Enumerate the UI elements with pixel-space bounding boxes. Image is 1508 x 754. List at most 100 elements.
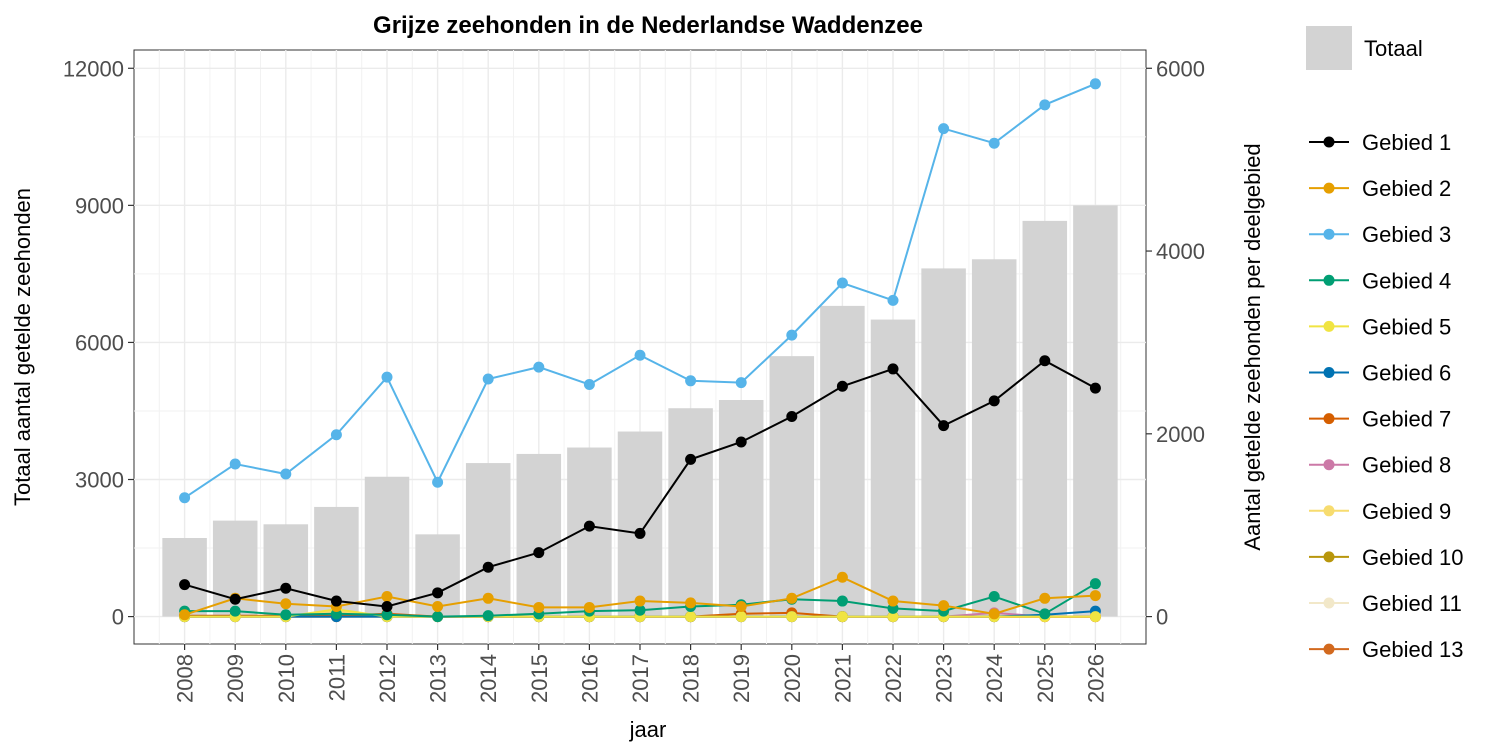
data-point: [179, 609, 191, 621]
bar-totaal-2026: [1073, 205, 1118, 617]
y-left-tick-label: 3000: [75, 468, 124, 493]
data-point: [836, 380, 848, 392]
data-point: [887, 611, 899, 623]
legend-item-gebied-7: Gebied 7: [1309, 407, 1451, 432]
legend-point: [1323, 320, 1335, 332]
x-tick-label: 2016: [577, 654, 602, 703]
data-point: [786, 410, 798, 422]
series-gebied-1: [179, 355, 1101, 613]
y-right-tick-label: 4000: [1156, 239, 1205, 264]
x-tick-label: 2008: [173, 654, 198, 703]
data-point: [533, 601, 545, 613]
data-point: [229, 593, 241, 605]
y-left-tick-label: 9000: [75, 193, 124, 218]
bar-totaal-2023: [921, 268, 966, 617]
y-right-tick-label: 6000: [1156, 56, 1205, 81]
legend-point: [1323, 228, 1335, 240]
x-tick-label: 2017: [628, 654, 653, 703]
data-point: [836, 571, 848, 583]
data-point: [685, 611, 697, 623]
bar-totaal-2024: [971, 259, 1017, 617]
data-point: [887, 294, 899, 306]
legend-point: [1323, 413, 1335, 425]
data-point: [634, 595, 646, 607]
legend-point: [1323, 505, 1335, 517]
y-axis-right-title: Aantal getelde zeehonden per deelgebied: [1240, 143, 1265, 550]
chart-title: Grijze zeehonden in de Nederlandse Wadde…: [373, 12, 923, 39]
x-tick-label: 2023: [932, 654, 957, 703]
legend-label: Gebied 8: [1362, 453, 1451, 478]
data-point: [381, 601, 393, 613]
data-point: [988, 395, 1000, 407]
bar-totaal-2025: [1022, 220, 1068, 617]
data-point: [685, 375, 697, 387]
data-point: [735, 436, 747, 448]
legend-label: Gebied 3: [1362, 222, 1451, 247]
data-point: [685, 453, 697, 465]
legend-label: Gebied 13: [1362, 637, 1464, 662]
bar-totaal-2020: [769, 356, 815, 617]
legend-item-gebied-6: Gebied 6: [1309, 361, 1451, 386]
data-point: [583, 601, 595, 613]
x-tick-label: 2024: [982, 654, 1007, 703]
y-axis-left-title: Totaal aantal getelde zeehonden: [10, 188, 35, 506]
bar-totaal-2016: [567, 447, 612, 617]
legend-item-gebied-1: Gebied 1: [1309, 130, 1451, 155]
data-point: [988, 590, 1000, 602]
legend-label: Gebied 6: [1362, 361, 1451, 386]
legend-item-gebied-4: Gebied 4: [1309, 268, 1451, 293]
bar-totaal-2019: [718, 400, 764, 617]
data-point: [786, 329, 798, 341]
data-point: [634, 604, 646, 616]
data-point: [685, 597, 697, 609]
data-point: [988, 608, 1000, 620]
x-tick-label: 2012: [375, 654, 400, 703]
legend-item-gebied-2: Gebied 2: [1309, 176, 1451, 201]
data-point: [533, 361, 545, 373]
data-point: [432, 611, 444, 623]
legend-point: [1323, 367, 1335, 378]
x-tick-label: 2022: [881, 654, 906, 703]
legend-item-gebied-11: Gebied 11: [1309, 591, 1462, 616]
data-point: [735, 611, 747, 623]
data-point: [280, 609, 292, 621]
data-point: [280, 468, 292, 480]
bar-totaal-2018: [668, 408, 713, 617]
x-tick-label: 2025: [1033, 654, 1058, 703]
data-point: [836, 595, 848, 607]
legend-point: [1323, 643, 1335, 655]
data-point: [634, 527, 646, 539]
data-point: [381, 609, 393, 621]
data-point: [280, 582, 292, 594]
legend-point: [1323, 597, 1335, 609]
legend-item-gebied-5: Gebied 5: [1309, 314, 1451, 339]
legend-item-gebied-10: Gebied 10: [1309, 545, 1464, 570]
data-point: [735, 377, 747, 389]
data-point: [432, 476, 444, 488]
legend-label: Gebied 5: [1362, 314, 1451, 339]
legend-point: [1323, 182, 1335, 194]
data-point: [229, 458, 241, 470]
data-point: [583, 520, 595, 532]
data-point: [988, 137, 1000, 149]
data-point: [836, 277, 848, 289]
data-point: [179, 492, 191, 504]
axes: 0 3000 6000 9000 12000 0 2000 4000 6000 2008 2009 2…: [63, 56, 1205, 703]
data-point: [887, 595, 899, 607]
data-point: [1039, 608, 1051, 620]
data-point: [482, 373, 494, 385]
data-point: [280, 598, 292, 610]
data-point: [179, 579, 191, 591]
data-point: [1089, 78, 1101, 90]
data-point: [887, 363, 899, 375]
data-point: [735, 601, 747, 613]
data-point: [786, 611, 798, 623]
legend-label: Gebied 11: [1362, 591, 1462, 616]
x-tick-label: 2015: [527, 654, 552, 703]
data-point: [938, 600, 950, 612]
legend-label: Gebied 9: [1362, 499, 1451, 524]
data-point: [482, 561, 494, 573]
x-tick-label: 2011: [324, 654, 349, 701]
data-point: [330, 595, 342, 607]
